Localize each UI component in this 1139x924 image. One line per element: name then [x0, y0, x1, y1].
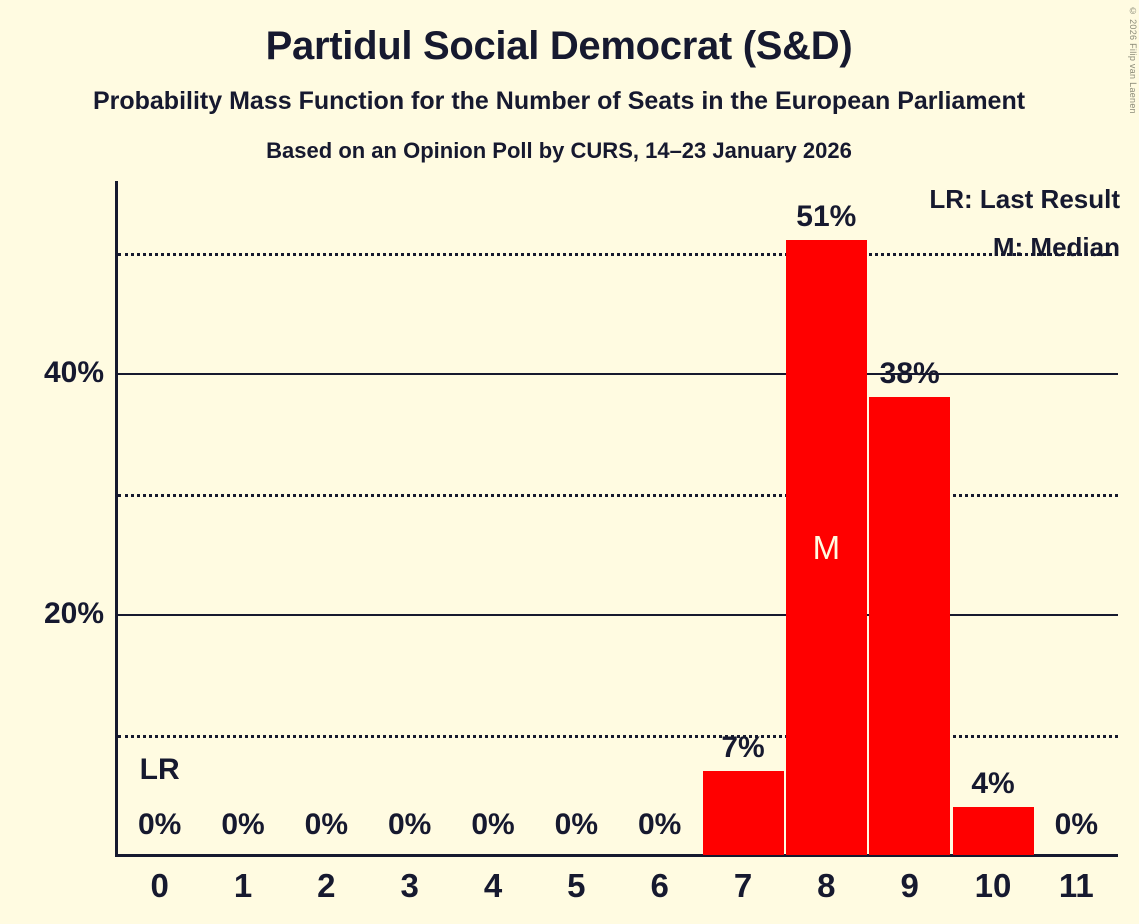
gridline-50: [118, 252, 1118, 256]
bar-value-label-8: 51%: [796, 200, 857, 234]
bar-value-label-9: 38%: [879, 357, 940, 391]
gridline-40: [118, 373, 1118, 375]
legend-median: M: Median: [992, 232, 1120, 262]
bar-value-label-5: 0%: [554, 808, 598, 841]
x-axis-tick-8: 8: [817, 867, 836, 904]
legend-last-result: LR: Last Result: [929, 184, 1120, 214]
bar-value-label-6: 0%: [637, 808, 682, 841]
bar-seat-10: [952, 806, 1034, 855]
x-axis-tick-2: 2: [317, 867, 336, 904]
plot-area: M: [118, 181, 1118, 855]
bar-value-label-0: 0%: [137, 808, 182, 841]
chart-subtitle: Probability Mass Function for the Number…: [92, 87, 1026, 115]
bar-value-label-3: 0%: [387, 808, 432, 841]
x-axis-tick-9: 9: [900, 867, 919, 904]
x-axis-line: [117, 854, 1118, 857]
last-result-marker: LR: [139, 753, 180, 786]
y-axis-tick-label: 20%: [43, 597, 104, 630]
chart-source-note: Based on an Opinion Poll by CURS, 14–23 …: [266, 138, 852, 163]
gridline-30: [118, 493, 1118, 497]
page-title: Partidul Social Democrat (S&D): [265, 24, 853, 68]
bar-value-label-11: 0%: [1054, 808, 1098, 841]
bar-value-label-2: 0%: [304, 808, 348, 841]
bar-value-label-1: 0%: [221, 808, 265, 841]
y-axis-line: [115, 181, 118, 857]
x-axis-tick-3: 3: [400, 867, 419, 904]
x-axis-tick-11: 11: [1058, 867, 1094, 904]
x-axis-tick-6: 6: [650, 867, 669, 904]
x-axis-tick-10: 10: [974, 867, 1012, 904]
gridline-10: [118, 734, 1118, 738]
x-axis-tick-1: 1: [233, 867, 253, 904]
median-marker: M: [812, 528, 841, 566]
bar-seat-7: [702, 770, 784, 855]
gridline-20: [118, 614, 1118, 616]
bar-seat-8: M: [785, 240, 867, 855]
y-axis-tick-label: 40%: [43, 356, 104, 389]
x-axis-tick-7: 7: [733, 867, 753, 904]
x-axis-tick-4: 4: [483, 867, 503, 904]
bar-value-label-4: 0%: [471, 808, 515, 841]
bar-value-label-7: 7%: [721, 730, 765, 764]
x-axis-tick-5: 5: [567, 867, 586, 904]
x-axis-tick-0: 0: [150, 867, 169, 904]
bar-value-label-10: 4%: [971, 766, 1015, 800]
bar-seat-9: [869, 397, 951, 855]
copyright-notice: © 2026 Filip van Laenen: [1128, 6, 1138, 114]
